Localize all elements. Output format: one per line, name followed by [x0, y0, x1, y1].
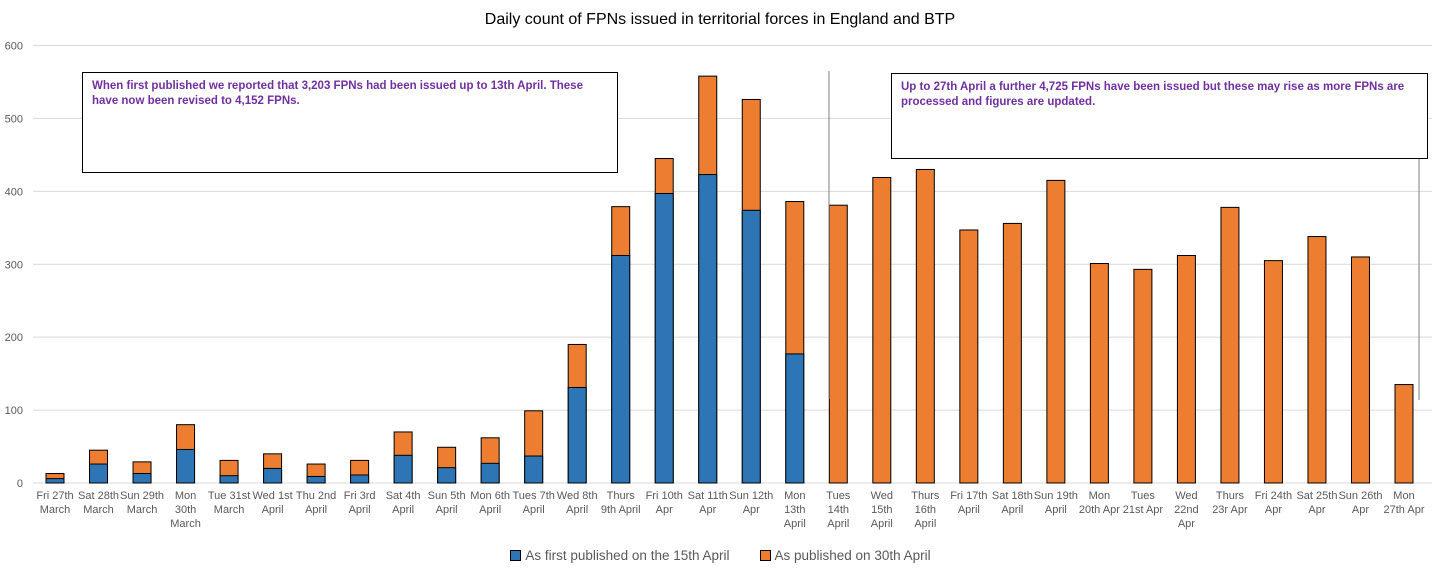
- bar-published-30: [1046, 179, 1066, 484]
- x-tick-label: Fri 3rd April: [344, 490, 376, 516]
- legend-swatch-orange: [759, 550, 771, 561]
- bars: [45, 75, 1414, 484]
- bar-first-published: [176, 448, 196, 484]
- gridlines: [33, 45, 1432, 484]
- x-tick-label: Thurs 23r Apr: [1212, 490, 1248, 516]
- x-tick-label: Fri 27th March: [36, 490, 73, 516]
- x-tick-label: Mon 6th April: [470, 490, 510, 516]
- bar-published-30: [1263, 260, 1283, 484]
- x-tick-label: Sat 25th Apr: [1296, 490, 1337, 516]
- bar-published-30: [1133, 268, 1153, 484]
- bar-first-published: [263, 467, 283, 484]
- bar-published-30: [1307, 236, 1327, 484]
- bar-first-published: [45, 478, 65, 484]
- bar-first-published: [437, 467, 457, 484]
- bar-published-30: [1002, 222, 1022, 484]
- x-tick-label: Tues 21st Apr: [1123, 490, 1164, 516]
- legend-swatch-blue: [510, 550, 522, 561]
- x-tick-label: Fri 17th April: [950, 490, 987, 516]
- x-tick-label: Sat 4th April: [386, 490, 421, 516]
- bar-first-published: [741, 209, 761, 484]
- x-tick-label: Tues 7th April: [512, 490, 554, 516]
- bar-first-published: [654, 193, 674, 484]
- legend-item-first-published: As first published on the 15th April: [510, 548, 730, 563]
- chart-title: Daily count of FPNs issued in territoria…: [485, 11, 955, 28]
- bar-published-30: [1220, 206, 1240, 484]
- x-tick-label: Thu 2nd April: [296, 490, 336, 516]
- annotation-box-revision: When first published we reported that 3,…: [82, 72, 618, 173]
- bar-first-published: [524, 455, 544, 484]
- x-tick-label: Wed 22nd Apr: [1174, 490, 1198, 530]
- bar-published-30: [1089, 263, 1109, 484]
- y-tick-label: 500: [5, 113, 23, 125]
- x-tick-label: Mon 13th April: [784, 490, 806, 530]
- y-tick-label: 0: [17, 478, 23, 490]
- x-tick-label: Wed 1st April: [253, 490, 293, 516]
- x-tick-label: Mon 27th Apr: [1384, 490, 1425, 516]
- bar-first-published: [567, 386, 587, 484]
- bar-first-published: [785, 353, 805, 484]
- bar-published-30: [1350, 256, 1370, 484]
- legend-item-published-30: As published on 30th April: [759, 548, 931, 563]
- x-tick-label: Fri 24th Apr: [1255, 490, 1292, 516]
- y-tick-label: 200: [5, 332, 23, 344]
- x-tick-label: Mon 30th March: [170, 490, 201, 530]
- y-tick-label: 600: [5, 41, 23, 53]
- x-tick-label: Tue 31st March: [208, 490, 250, 516]
- y-tick-label: 400: [5, 186, 23, 198]
- bar-published-30: [959, 229, 979, 484]
- legend-label: As published on 30th April: [774, 548, 931, 563]
- x-tick-label: Sun 12th Apr: [729, 490, 773, 516]
- bar-first-published: [219, 475, 239, 484]
- x-tick-label: Fri 10th Apr: [646, 490, 683, 516]
- bar-first-published: [480, 462, 500, 484]
- bar-first-published: [393, 454, 413, 484]
- x-tick-label: Thurs 9th April: [601, 490, 641, 516]
- bar-published-30: [1176, 255, 1196, 484]
- bar-published-30: [872, 176, 892, 484]
- bar-published-30: [828, 204, 848, 484]
- bar-published-30: [915, 168, 935, 484]
- bar-first-published: [89, 463, 109, 484]
- legend-label: As first published on the 15th April: [525, 548, 730, 563]
- y-axis-ticks: 0 100 200 300 400 500 600: [5, 41, 23, 491]
- bar-first-published: [698, 174, 718, 484]
- x-tick-label: Sun 26th Apr: [1338, 490, 1382, 516]
- bar-published-30: [1394, 384, 1414, 484]
- x-tick-label: Sun 29th March: [120, 490, 164, 516]
- x-tick-label: Sat 18th April: [992, 490, 1033, 516]
- bar-first-published: [350, 474, 370, 484]
- bar-first-published: [306, 475, 326, 484]
- x-tick-label: Wed 8th April: [557, 490, 598, 516]
- bar-first-published: [132, 473, 152, 484]
- bar-first-published: [611, 255, 631, 484]
- x-tick-label: Tues 14th April: [826, 490, 851, 530]
- y-tick-label: 300: [5, 259, 23, 271]
- x-tick-label: Sun 5th April: [428, 490, 466, 516]
- x-tick-label: Sat 28th March: [78, 490, 119, 516]
- x-tick-label: Sun 19th April: [1034, 490, 1078, 516]
- x-tick-label: Mon 20th Apr: [1079, 490, 1120, 516]
- x-tick-label: Thurs 16th April: [911, 490, 940, 530]
- y-tick-label: 100: [5, 405, 23, 417]
- x-tick-label: Wed 15th April: [871, 490, 893, 530]
- x-tick-label: Sat 11th Apr: [688, 490, 728, 516]
- annotation-box-further: Up to 27th April a further 4,725 FPNs ha…: [891, 73, 1428, 159]
- legend: As first published on the 15th April As …: [0, 548, 1441, 563]
